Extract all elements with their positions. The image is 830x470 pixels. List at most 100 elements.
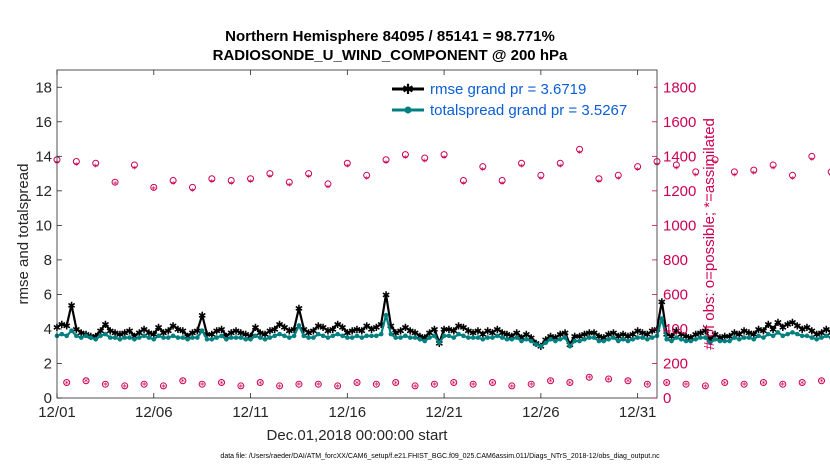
spread-point — [519, 338, 524, 344]
spread-point — [378, 331, 384, 337]
rmse-point: ✱ — [643, 330, 651, 341]
spread-point — [228, 335, 234, 340]
obs-assimilated-point: * — [442, 155, 447, 165]
rmse-point: ✱ — [285, 327, 293, 338]
spread-point — [475, 335, 481, 340]
spread-point — [717, 338, 723, 344]
obs-assimilated-point: * — [132, 165, 137, 175]
spread-point — [470, 335, 476, 340]
spread-point — [136, 335, 142, 340]
rmse-point: ✱ — [561, 328, 569, 339]
obs-assimilated-point: * — [635, 167, 640, 177]
y-left-tick-label: 4 — [44, 321, 52, 338]
rmse-point: ✱ — [193, 327, 201, 338]
spread-point — [83, 333, 89, 339]
legend-rmse-marker: ✱ — [402, 82, 414, 98]
rmse-point: ✱ — [150, 330, 158, 341]
spread-point — [635, 335, 640, 340]
rmse-point: ✱ — [329, 325, 337, 336]
obs-possible-point — [585, 373, 593, 381]
legend-spread-label: totalspread grand pr = 3.5267 — [430, 102, 627, 119]
y-right-tick-label: 1600 — [663, 114, 696, 131]
rmse-point: ✱ — [295, 304, 303, 315]
y-right-tick-label: 600 — [663, 286, 688, 303]
obs-possible-point — [169, 176, 177, 184]
obs-possible-point — [208, 175, 216, 183]
spread-point — [703, 335, 708, 340]
obs-possible-point — [179, 377, 187, 385]
obs-possible-point — [721, 378, 729, 386]
obs-assimilated-point: * — [558, 163, 563, 173]
obs-possible-point — [314, 380, 322, 388]
obs-assimilated-point: * — [587, 375, 592, 385]
rmse-point: ✱ — [179, 327, 187, 338]
rmse-point: ✱ — [227, 328, 235, 339]
rmse-point: ✱ — [759, 327, 767, 338]
rmse-point: ✱ — [493, 325, 501, 336]
spread-point — [596, 338, 602, 344]
spread-point — [122, 335, 128, 340]
obs-assimilated-point: * — [732, 172, 737, 182]
rmse-point: ✱ — [512, 328, 520, 339]
obs-assimilated-point: * — [64, 380, 69, 390]
obs-assimilated-point: * — [481, 167, 486, 177]
y-right-tick-label: 800 — [663, 252, 688, 269]
obs-assimilated-point: * — [355, 380, 360, 390]
spread-point — [398, 335, 403, 340]
spread-point — [693, 337, 699, 342]
obs-possible-point — [701, 382, 709, 390]
y-right-tick-label: 1200 — [663, 183, 696, 200]
obs-assimilated-point: * — [626, 378, 631, 388]
obs-assimilated-point: * — [345, 163, 350, 173]
spread-point — [64, 333, 69, 339]
obs-possible-point — [295, 380, 303, 388]
spread-point — [170, 333, 176, 339]
rmse-point: ✱ — [401, 323, 409, 334]
obs-assimilated-point: * — [771, 165, 776, 175]
rmse-point: ✱ — [271, 325, 279, 336]
spread-point — [359, 335, 365, 340]
spread-point — [456, 331, 461, 337]
rmse-point: ✱ — [188, 328, 196, 339]
spread-point — [436, 340, 442, 346]
obs-possible-point — [150, 183, 158, 191]
rmse-point: ✱ — [203, 330, 211, 341]
spread-point — [214, 335, 219, 340]
spread-point — [736, 337, 742, 342]
spread-point — [364, 333, 369, 339]
rmse-point: ✱ — [232, 327, 240, 338]
y-left-tick-label: 18 — [35, 79, 52, 96]
obs-possible-point — [740, 380, 748, 388]
rmse-point: ✱ — [575, 332, 583, 343]
rmse-point: ✱ — [672, 327, 680, 338]
spread-point — [586, 335, 592, 340]
spread-point — [277, 331, 282, 337]
rmse-point: ✱ — [633, 327, 641, 338]
plot-frame — [56, 69, 658, 399]
obs-assimilated-point: * — [790, 175, 795, 185]
spread-point — [69, 328, 74, 333]
rmse-point: ✱ — [822, 325, 830, 336]
rmse-point: ✱ — [779, 323, 787, 334]
y-axis-right: 0 200 400 600 800 1000 1200 1400 1600 1800 — [652, 79, 696, 407]
rmse-point: ✱ — [251, 323, 259, 334]
x-tick-label: 12/31 — [619, 404, 657, 421]
spread-point — [311, 335, 316, 340]
spread-point — [291, 333, 297, 339]
rmse-point: ✱ — [67, 301, 75, 312]
y-right-tick-label: 400 — [663, 321, 688, 338]
obs-possible-point — [556, 159, 564, 167]
footnote: data file: /Users/raeder/DAI/ATM_forcXX/… — [220, 453, 660, 460]
y-axis-right-label: # of obs: o=possible; *=assimilated — [701, 118, 718, 350]
obs-possible-point — [247, 175, 255, 183]
spread-point — [683, 338, 689, 344]
spread-point — [741, 335, 747, 340]
obs-possible-point — [305, 170, 313, 178]
rmse-point: ✱ — [121, 328, 129, 339]
x-tick-label: 12/21 — [425, 404, 463, 421]
spread-point — [88, 335, 94, 340]
rmse-point: ✱ — [769, 325, 777, 336]
spread-point — [669, 338, 674, 344]
rmse-point: ✱ — [595, 332, 603, 343]
y-left-tick-label: 8 — [44, 252, 52, 269]
